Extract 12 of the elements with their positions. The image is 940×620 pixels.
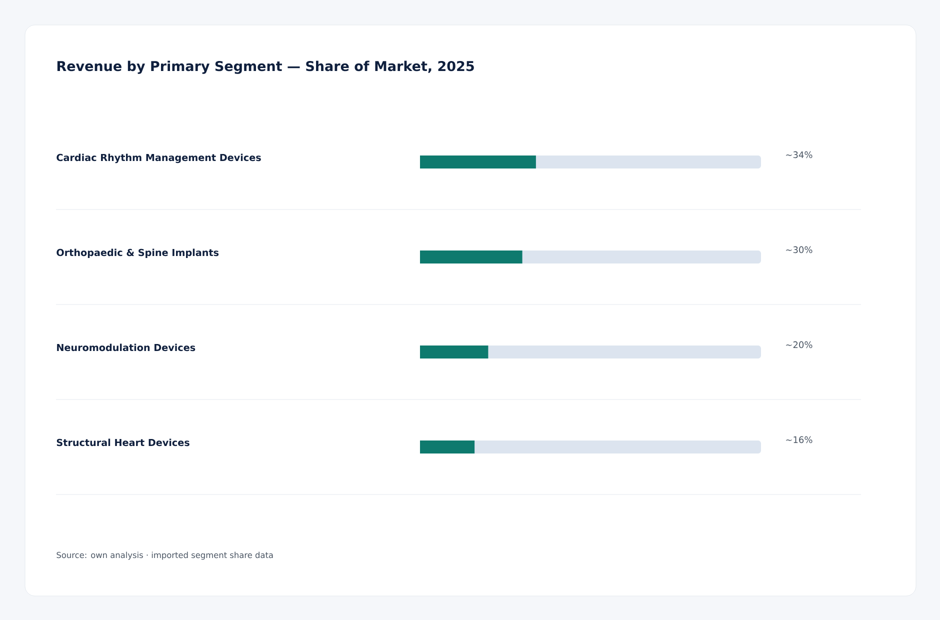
y-tick-label: Neuromodulation Devices <box>57 344 196 352</box>
y-tick-label: Cardiac Rhythm Management Devices <box>56 154 261 164</box>
source-note: Source: own analysis · imported segment share data <box>56 552 273 560</box>
y-tick-label: Orthopaedic & Spine Implants <box>56 248 219 258</box>
bar <box>420 345 488 358</box>
data-label: ~34% <box>786 151 812 158</box>
bar <box>420 440 475 454</box>
text: Revenue by Primary Segment — Share of Market, 2025 <box>57 60 474 74</box>
data-label: ~20% <box>786 341 812 348</box>
data-label: ~30% <box>786 246 812 254</box>
data-label: ~16% <box>786 436 812 444</box>
y-tick-label: Structural Heart Devices <box>56 438 190 446</box>
